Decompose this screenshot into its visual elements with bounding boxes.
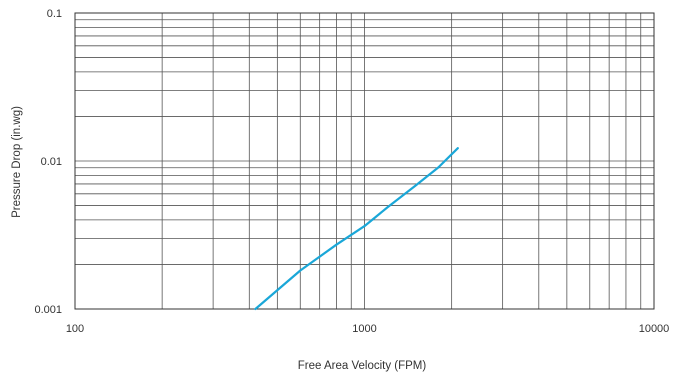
x-tick-label: 1000 bbox=[352, 323, 376, 335]
y-tick-label: 0.1 bbox=[47, 8, 62, 20]
series-layer bbox=[254, 147, 459, 311]
pressure-drop-series-line bbox=[254, 147, 459, 311]
x-axis-title: Free Area Velocity (FPM) bbox=[298, 360, 427, 372]
x-tick-labels: 100 1000 10000 bbox=[66, 323, 669, 335]
y-axis-title: Pressure Drop (in.wg) bbox=[11, 106, 23, 218]
x-tick-label: 10000 bbox=[639, 323, 670, 335]
plot-frame bbox=[74, 12, 655, 310]
y-grid-lines bbox=[75, 19, 654, 265]
x-tick-label: 100 bbox=[66, 323, 84, 335]
y-tick-label: 0.001 bbox=[34, 304, 62, 316]
y-tick-labels: 0.1 0.01 0.001 bbox=[34, 8, 62, 316]
y-tick-label: 0.01 bbox=[41, 156, 62, 168]
